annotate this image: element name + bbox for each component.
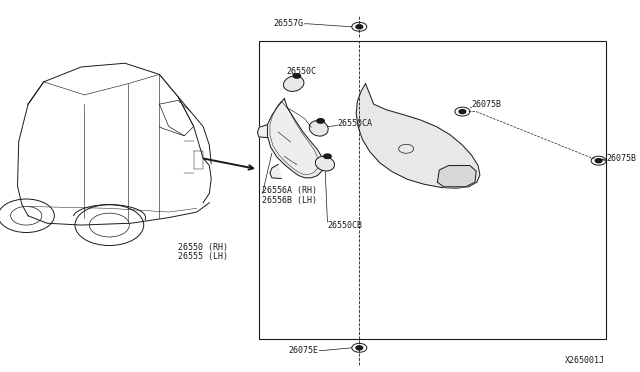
- Polygon shape: [356, 84, 480, 188]
- Text: 26550 (RH): 26550 (RH): [178, 243, 228, 252]
- Circle shape: [324, 154, 331, 158]
- Text: 26557G: 26557G: [274, 19, 304, 28]
- Text: 26075B: 26075B: [471, 100, 501, 109]
- Circle shape: [459, 110, 466, 113]
- Ellipse shape: [284, 76, 304, 92]
- Circle shape: [595, 159, 602, 163]
- Polygon shape: [257, 125, 268, 138]
- Ellipse shape: [316, 156, 335, 171]
- Circle shape: [317, 119, 324, 123]
- Circle shape: [356, 346, 363, 350]
- Ellipse shape: [309, 121, 328, 136]
- Text: X265001J: X265001J: [565, 356, 605, 365]
- Polygon shape: [270, 164, 281, 179]
- Text: 26556A (RH): 26556A (RH): [262, 186, 317, 195]
- Bar: [259, 41, 606, 339]
- Text: 26075E: 26075E: [289, 346, 319, 355]
- Text: 26075B: 26075B: [606, 154, 636, 163]
- Text: 26550C: 26550C: [286, 67, 316, 76]
- Polygon shape: [437, 166, 476, 187]
- Text: 26556B (LH): 26556B (LH): [262, 196, 317, 205]
- Text: 26550CA: 26550CA: [337, 119, 372, 128]
- Text: 26555 (LH): 26555 (LH): [178, 252, 228, 261]
- Circle shape: [293, 74, 301, 78]
- Circle shape: [356, 25, 363, 29]
- Polygon shape: [268, 99, 324, 178]
- Text: 26550CB: 26550CB: [328, 221, 362, 230]
